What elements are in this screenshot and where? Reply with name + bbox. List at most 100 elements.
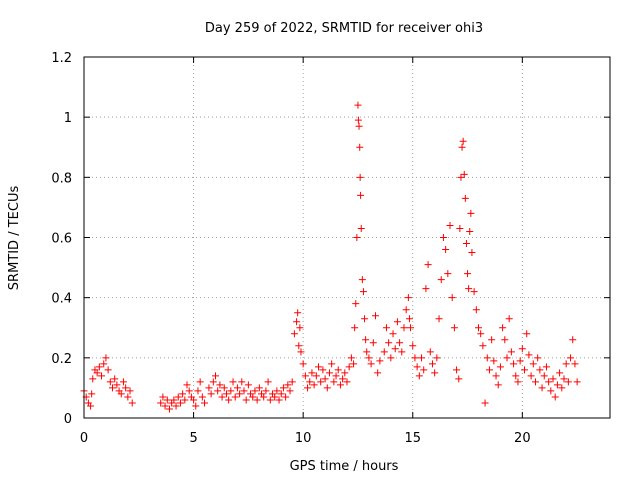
data-point bbox=[262, 387, 270, 395]
data-point bbox=[321, 375, 329, 383]
data-point bbox=[365, 354, 373, 362]
data-point bbox=[527, 372, 535, 380]
data-point bbox=[357, 191, 365, 199]
data-point bbox=[334, 366, 342, 374]
data-point bbox=[220, 384, 228, 392]
data-point bbox=[290, 330, 298, 338]
data-point bbox=[505, 315, 513, 323]
data-point bbox=[400, 324, 408, 332]
data-point bbox=[161, 402, 169, 410]
data-point bbox=[275, 396, 283, 404]
data-point bbox=[448, 294, 456, 302]
data-point bbox=[402, 306, 410, 314]
data-point bbox=[369, 339, 377, 347]
data-point bbox=[428, 360, 436, 368]
data-point bbox=[253, 396, 261, 404]
data-point bbox=[558, 384, 566, 392]
data-point bbox=[358, 276, 366, 284]
data-point bbox=[236, 390, 244, 398]
data-point bbox=[501, 336, 509, 344]
data-point bbox=[176, 399, 184, 407]
data-point bbox=[345, 363, 353, 371]
data-point bbox=[264, 378, 272, 386]
data-point bbox=[391, 345, 399, 353]
data-point bbox=[371, 312, 379, 320]
data-points bbox=[80, 101, 581, 413]
data-point bbox=[464, 270, 472, 278]
data-point bbox=[172, 402, 180, 410]
data-point bbox=[468, 249, 476, 257]
data-point bbox=[308, 369, 316, 377]
data-point bbox=[214, 387, 222, 395]
data-point bbox=[304, 384, 312, 392]
y-tick-label: 1.2 bbox=[51, 51, 72, 66]
data-point bbox=[404, 294, 412, 302]
data-point bbox=[542, 363, 550, 371]
data-point bbox=[356, 173, 364, 181]
data-point bbox=[536, 366, 544, 374]
x-tick-label: 10 bbox=[295, 431, 312, 446]
data-point bbox=[521, 366, 529, 374]
data-point bbox=[350, 360, 358, 368]
data-point bbox=[560, 375, 568, 383]
data-point bbox=[255, 384, 263, 392]
data-point bbox=[294, 309, 302, 317]
data-point bbox=[460, 170, 468, 178]
y-tick-label: 0.4 bbox=[51, 292, 72, 307]
data-point bbox=[323, 384, 331, 392]
data-point bbox=[113, 381, 121, 389]
data-point bbox=[108, 384, 116, 392]
data-point bbox=[279, 384, 287, 392]
data-point bbox=[117, 390, 125, 398]
data-point bbox=[209, 378, 217, 386]
data-point bbox=[126, 387, 134, 395]
data-point bbox=[301, 372, 309, 380]
data-point bbox=[355, 122, 363, 130]
data-point bbox=[382, 324, 390, 332]
x-tick-label: 0 bbox=[80, 431, 88, 446]
data-point bbox=[100, 360, 108, 368]
data-point bbox=[163, 396, 171, 404]
data-point bbox=[462, 240, 470, 248]
data-point bbox=[398, 348, 406, 356]
data-point bbox=[282, 393, 290, 401]
data-point bbox=[479, 342, 487, 350]
data-point bbox=[499, 324, 507, 332]
data-point bbox=[393, 318, 401, 326]
data-point bbox=[104, 366, 112, 374]
data-point bbox=[456, 224, 464, 232]
data-point bbox=[387, 354, 395, 362]
data-point bbox=[494, 381, 502, 389]
data-point bbox=[196, 378, 204, 386]
y-tick-label: 1 bbox=[64, 111, 72, 126]
data-point bbox=[330, 378, 338, 386]
y-tick-label: 0.8 bbox=[51, 171, 72, 186]
data-point bbox=[461, 194, 469, 202]
data-point bbox=[507, 348, 515, 356]
data-point bbox=[106, 378, 114, 386]
data-point bbox=[266, 396, 274, 404]
data-point bbox=[450, 324, 458, 332]
data-point bbox=[179, 390, 187, 398]
y-tick-label: 0.6 bbox=[51, 232, 72, 247]
data-point bbox=[205, 384, 213, 392]
data-point bbox=[183, 381, 191, 389]
data-point bbox=[249, 393, 257, 401]
data-point bbox=[231, 393, 239, 401]
data-point bbox=[446, 221, 454, 229]
data-point bbox=[367, 360, 375, 368]
data-point bbox=[284, 381, 292, 389]
data-point bbox=[157, 399, 165, 407]
data-point bbox=[354, 116, 362, 124]
data-point bbox=[439, 234, 447, 241]
data-point bbox=[233, 384, 241, 392]
data-point bbox=[240, 387, 248, 395]
data-point bbox=[551, 393, 559, 401]
data-point bbox=[122, 384, 130, 392]
data-point bbox=[306, 378, 314, 386]
x-tick-label: 20 bbox=[514, 431, 531, 446]
data-point bbox=[242, 396, 250, 404]
data-point bbox=[181, 396, 189, 404]
data-point bbox=[389, 330, 397, 338]
